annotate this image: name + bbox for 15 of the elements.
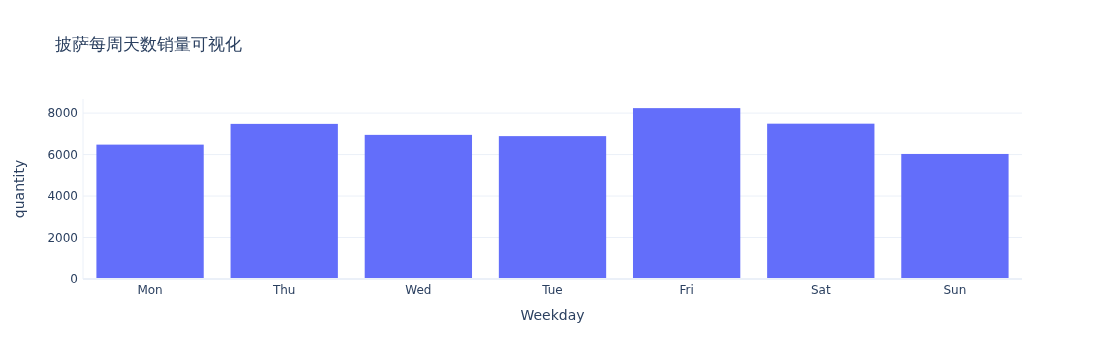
x-axis-title: Weekday [520,307,585,323]
y-tick-label: 6000 [47,147,78,162]
y-axis-title: quantity [11,159,27,219]
chart-title: 披萨每周天数销量可视化 [55,34,242,54]
y-tick-label: 0 [70,272,78,286]
y-tick-label: 4000 [47,189,78,204]
x-tick-label: Thu [271,283,296,297]
x-tick-label: Fri [679,283,694,297]
x-tick-label: Sat [810,283,831,297]
y-tick-label: 2000 [47,230,78,245]
x-tick-label: Mon [137,283,163,297]
y-tick-label: 8000 [47,106,78,121]
x-tick-label: Sun [943,283,967,297]
x-tick-label: Tue [541,283,563,297]
x-tick-label: Wed [405,283,432,297]
